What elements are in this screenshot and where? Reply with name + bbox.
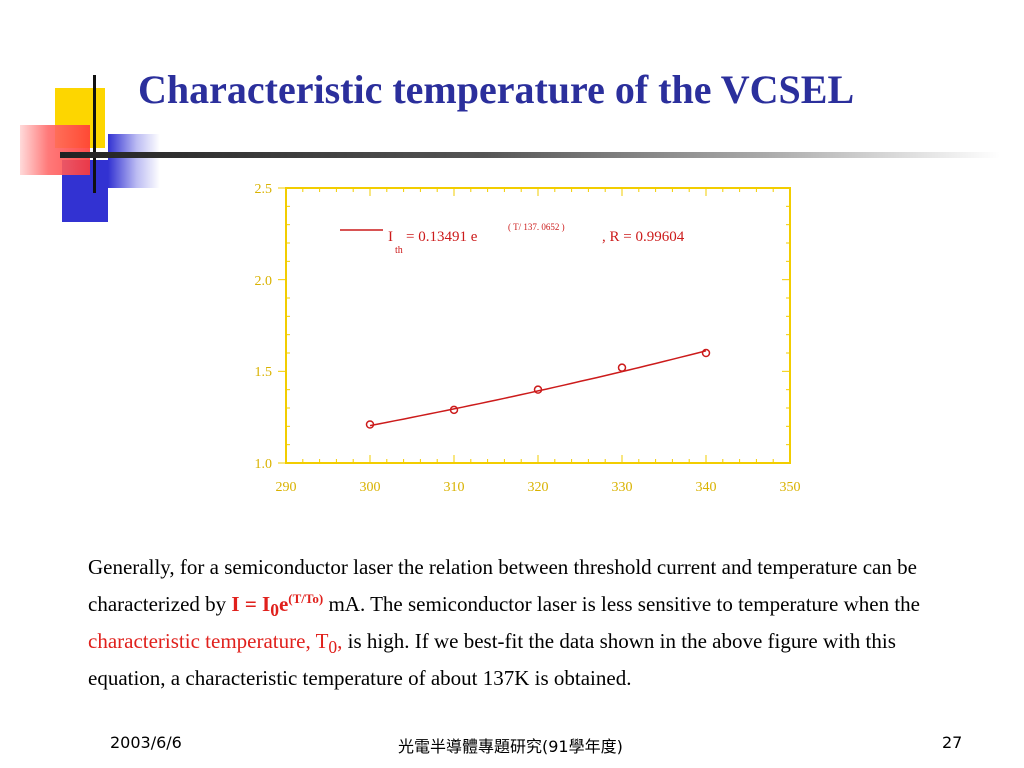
y-tick-label: 1.0 [255, 457, 273, 472]
y-tick-label: 2.5 [255, 182, 273, 197]
y-tick-marks [278, 187, 790, 464]
decor-blue-gradient-bar [108, 134, 160, 188]
slide-number: 27 [942, 733, 963, 752]
body-paragraph: Generally, for a semiconductor laser the… [88, 552, 948, 694]
legend-equation: = 0.13491 e [406, 229, 478, 245]
legend-lhs: I [388, 229, 393, 245]
data-point [701, 348, 711, 358]
data-point [617, 363, 627, 372]
body-text-3: is high. If we best-fit the data shown i… [88, 629, 896, 691]
legend-exponent: ( T/ 137. 0652 ) [508, 222, 565, 232]
decor-red-square [20, 125, 90, 175]
x-tick-label: 290 [276, 480, 297, 495]
x-tick-label: 320 [528, 480, 549, 495]
data-point [449, 405, 459, 415]
y-tick-label: 2.0 [255, 274, 273, 289]
body-text-1: Generally, for a semiconductor laser the… [88, 555, 917, 616]
threshold-current-chart: 290 300 310 320 330 340 350 1.0 1.5 2.0 … [255, 182, 801, 495]
title-rule [60, 152, 1000, 158]
legend-lhs-subscript: th [395, 245, 403, 256]
data-point [533, 385, 543, 394]
x-tick-label: 300 [360, 480, 381, 495]
legend-r-value: , R = 0.99604 [602, 229, 685, 245]
x-tick-label: 310 [444, 480, 465, 495]
equation-inline: I = I0e(T/To) [231, 591, 324, 621]
footer-course: 光電半導體專題研究(91學年度) [398, 737, 623, 756]
x-tick-label: 340 [696, 480, 717, 495]
data-points [365, 348, 711, 429]
footer-date: 2003/6/6 [110, 733, 182, 752]
fit-curve [369, 350, 707, 427]
body-text-2: mA. The semiconductor laser is less sens… [323, 592, 921, 616]
x-tick-marks [285, 188, 791, 463]
slide-title: Characteristic temperature of the VCSEL [138, 67, 855, 112]
x-tick-label: 350 [780, 480, 801, 495]
x-tick-label: 330 [612, 480, 633, 495]
data-point [365, 420, 375, 429]
y-tick-label: 1.5 [255, 365, 273, 380]
decor-vertical-line [93, 75, 96, 193]
characteristic-temperature-term: characteristic temperature, T0, [88, 629, 343, 658]
